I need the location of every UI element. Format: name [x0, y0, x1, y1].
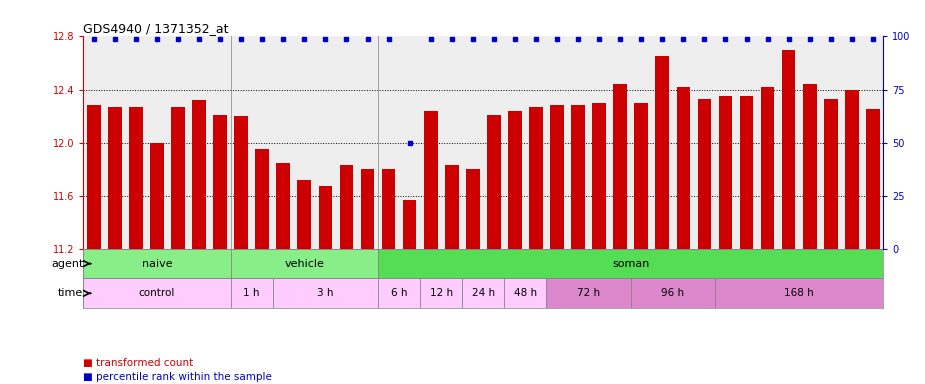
Text: GDS4940 / 1371352_at: GDS4940 / 1371352_at: [83, 22, 228, 35]
Bar: [130, 107, 142, 249]
Text: soman: soman: [612, 258, 649, 269]
Text: control: control: [139, 288, 175, 298]
Bar: [339, 165, 353, 249]
Bar: [656, 56, 669, 249]
Text: 12 h: 12 h: [429, 288, 452, 298]
Bar: [462, 278, 504, 308]
Text: ■ transformed count: ■ transformed count: [83, 358, 193, 368]
Bar: [420, 278, 462, 308]
Text: 96 h: 96 h: [661, 288, 684, 298]
Bar: [234, 116, 248, 249]
Text: naive: naive: [142, 258, 172, 269]
Bar: [214, 115, 227, 249]
Text: time: time: [58, 288, 83, 298]
Bar: [635, 103, 648, 249]
Text: 6 h: 6 h: [391, 288, 407, 298]
Bar: [504, 278, 547, 308]
Bar: [550, 106, 564, 249]
Bar: [230, 278, 273, 308]
Bar: [592, 103, 606, 249]
Text: 24 h: 24 h: [472, 288, 495, 298]
Bar: [529, 107, 543, 249]
Bar: [613, 84, 627, 249]
Text: 48 h: 48 h: [514, 288, 537, 298]
Bar: [572, 106, 585, 249]
Text: 3 h: 3 h: [317, 288, 334, 298]
Text: ■ percentile rank within the sample: ■ percentile rank within the sample: [83, 372, 272, 382]
Bar: [361, 169, 375, 249]
Bar: [866, 109, 880, 249]
Bar: [466, 169, 480, 249]
Text: 1 h: 1 h: [243, 288, 260, 298]
Text: agent: agent: [51, 258, 83, 269]
Bar: [108, 107, 122, 249]
Bar: [782, 50, 796, 249]
Bar: [803, 84, 817, 249]
Bar: [845, 89, 858, 249]
Text: 72 h: 72 h: [577, 288, 600, 298]
Bar: [378, 278, 420, 308]
Text: vehicle: vehicle: [284, 258, 325, 269]
Bar: [508, 111, 522, 249]
Bar: [719, 96, 733, 249]
Bar: [824, 99, 837, 249]
Bar: [171, 107, 185, 249]
Bar: [83, 278, 230, 308]
Bar: [277, 162, 290, 249]
Bar: [382, 169, 395, 249]
Bar: [402, 200, 416, 249]
Bar: [230, 249, 378, 278]
Bar: [715, 278, 883, 308]
Bar: [192, 100, 206, 249]
Bar: [378, 249, 883, 278]
Text: 168 h: 168 h: [784, 288, 814, 298]
Bar: [273, 278, 378, 308]
Bar: [547, 278, 631, 308]
Bar: [631, 278, 715, 308]
Bar: [255, 149, 269, 249]
Bar: [697, 99, 711, 249]
Bar: [740, 96, 753, 249]
Bar: [87, 106, 101, 249]
Bar: [445, 165, 459, 249]
Bar: [760, 87, 774, 249]
Bar: [150, 142, 164, 249]
Bar: [298, 180, 311, 249]
Bar: [676, 87, 690, 249]
Bar: [424, 111, 438, 249]
Bar: [318, 186, 332, 249]
Bar: [83, 249, 230, 278]
Bar: [487, 115, 500, 249]
